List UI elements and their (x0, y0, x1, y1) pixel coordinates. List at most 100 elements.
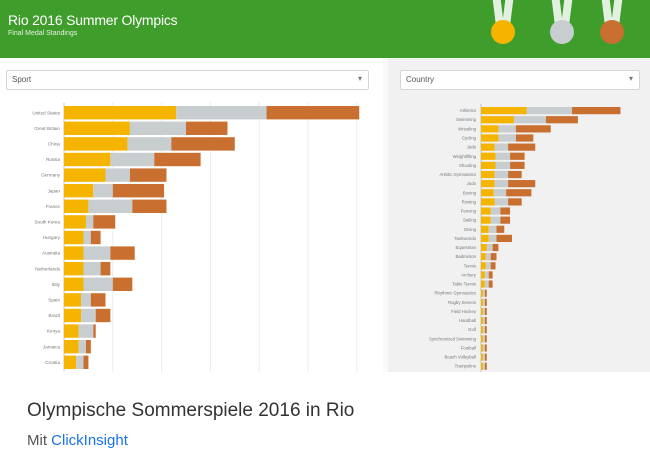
gold-medal-bar[interactable] (481, 225, 489, 233)
silver-medal-bar[interactable] (482, 298, 485, 306)
gold-medal-bar[interactable] (481, 353, 483, 361)
bronze-medal-bar[interactable] (484, 289, 487, 297)
silver-medal-bar[interactable] (93, 184, 113, 198)
silver-medal-bar[interactable] (495, 161, 511, 169)
country-filter-dropdown[interactable]: Country ▾ (400, 70, 640, 90)
silver-medal-bar[interactable] (78, 324, 94, 338)
gold-medal-bar[interactable] (481, 316, 483, 325)
bronze-medal-bar[interactable] (510, 152, 525, 160)
silver-medal-bar[interactable] (176, 106, 267, 120)
gold-medal-bar[interactable] (64, 184, 94, 198)
silver-medal-bar[interactable] (490, 216, 501, 224)
gold-medal-bar[interactable] (481, 198, 495, 206)
gold-medal-bar[interactable] (481, 362, 483, 370)
gold-medal-bar[interactable] (481, 107, 527, 115)
gold-medal-bar[interactable] (64, 137, 128, 151)
silver-medal-bar[interactable] (490, 207, 501, 215)
silver-medal-bar[interactable] (482, 326, 485, 334)
gold-medal-bar[interactable] (64, 199, 89, 213)
bronze-medal-bar[interactable] (488, 280, 493, 288)
bronze-medal-bar[interactable] (112, 277, 133, 291)
silver-medal-bar[interactable] (488, 225, 497, 233)
gold-medal-bar[interactable] (64, 308, 82, 323)
gold-medal-bar[interactable] (481, 125, 499, 133)
silver-medal-bar[interactable] (78, 340, 86, 354)
gold-medal-bar[interactable] (64, 340, 79, 354)
bronze-medal-bar[interactable] (488, 271, 493, 279)
bronze-medal-bar[interactable] (515, 125, 551, 133)
silver-medal-bar[interactable] (105, 168, 130, 182)
gold-medal-bar[interactable] (64, 121, 130, 135)
gold-medal-bar[interactable] (64, 293, 82, 307)
silver-medal-bar[interactable] (88, 199, 133, 213)
gold-medal-bar[interactable] (481, 271, 485, 279)
bronze-medal-bar[interactable] (93, 215, 116, 229)
bronze-medal-bar[interactable] (545, 116, 578, 124)
clickinsight-link[interactable]: ClickInsight (51, 432, 128, 449)
bronze-medal-bar[interactable] (484, 298, 487, 306)
bronze-medal-bar[interactable] (515, 134, 534, 142)
silver-medal-bar[interactable] (83, 277, 113, 291)
gold-medal-bar[interactable] (64, 324, 79, 338)
silver-medal-bar[interactable] (495, 152, 511, 160)
bronze-medal-bar[interactable] (110, 246, 135, 260)
bronze-medal-bar[interactable] (508, 180, 536, 188)
bronze-medal-bar[interactable] (510, 161, 525, 169)
bronze-medal-bar[interactable] (90, 230, 101, 245)
bronze-medal-bar[interactable] (508, 170, 522, 179)
silver-medal-bar[interactable] (513, 116, 546, 124)
silver-medal-bar[interactable] (83, 230, 91, 245)
silver-medal-bar[interactable] (498, 134, 516, 142)
bronze-medal-bar[interactable] (484, 316, 487, 325)
silver-medal-bar[interactable] (526, 107, 573, 115)
gold-medal-bar[interactable] (481, 143, 495, 151)
gold-medal-bar[interactable] (481, 280, 485, 288)
gold-medal-bar[interactable] (481, 180, 495, 188)
gold-medal-bar[interactable] (64, 277, 84, 291)
bronze-medal-bar[interactable] (85, 340, 91, 354)
bronze-medal-bar[interactable] (506, 189, 532, 197)
bronze-medal-bar[interactable] (100, 262, 111, 276)
gold-medal-bar[interactable] (64, 230, 84, 245)
silver-medal-bar[interactable] (488, 234, 497, 243)
gold-medal-bar[interactable] (481, 161, 496, 169)
bronze-medal-bar[interactable] (83, 355, 89, 369)
silver-medal-bar[interactable] (127, 137, 172, 151)
bronze-medal-bar[interactable] (171, 137, 235, 151)
gold-medal-bar[interactable] (481, 189, 494, 197)
silver-medal-bar[interactable] (494, 143, 509, 151)
bronze-medal-bar[interactable] (492, 243, 499, 252)
gold-medal-bar[interactable] (481, 116, 514, 124)
gold-medal-bar[interactable] (481, 289, 483, 297)
gold-medal-bar[interactable] (64, 215, 86, 229)
gold-medal-bar[interactable] (64, 152, 111, 167)
silver-medal-bar[interactable] (76, 355, 84, 369)
bronze-medal-bar[interactable] (186, 121, 228, 135)
gold-medal-bar[interactable] (64, 168, 106, 182)
gold-medal-bar[interactable] (481, 335, 483, 343)
bronze-medal-bar[interactable] (484, 335, 487, 343)
silver-medal-bar[interactable] (482, 344, 485, 352)
silver-medal-bar[interactable] (482, 307, 485, 316)
silver-medal-bar[interactable] (110, 152, 155, 167)
bronze-medal-bar[interactable] (496, 225, 505, 233)
bronze-medal-bar[interactable] (484, 353, 487, 361)
silver-medal-bar[interactable] (482, 289, 485, 297)
sport-filter-dropdown[interactable]: Sport ▾ (6, 70, 369, 90)
gold-medal-bar[interactable] (481, 216, 491, 224)
silver-medal-bar[interactable] (129, 121, 186, 135)
bronze-medal-bar[interactable] (129, 168, 167, 182)
gold-medal-bar[interactable] (481, 326, 483, 334)
silver-medal-bar[interactable] (484, 280, 489, 288)
gold-medal-bar[interactable] (64, 355, 77, 369)
bronze-medal-bar[interactable] (154, 152, 201, 167)
bronze-medal-bar[interactable] (90, 293, 106, 307)
silver-medal-bar[interactable] (482, 316, 485, 325)
bronze-medal-bar[interactable] (508, 143, 536, 151)
gold-medal-bar[interactable] (481, 298, 483, 306)
gold-medal-bar[interactable] (481, 262, 486, 270)
bronze-medal-bar[interactable] (484, 307, 487, 316)
gold-medal-bar[interactable] (481, 344, 483, 352)
silver-medal-bar[interactable] (482, 353, 485, 361)
